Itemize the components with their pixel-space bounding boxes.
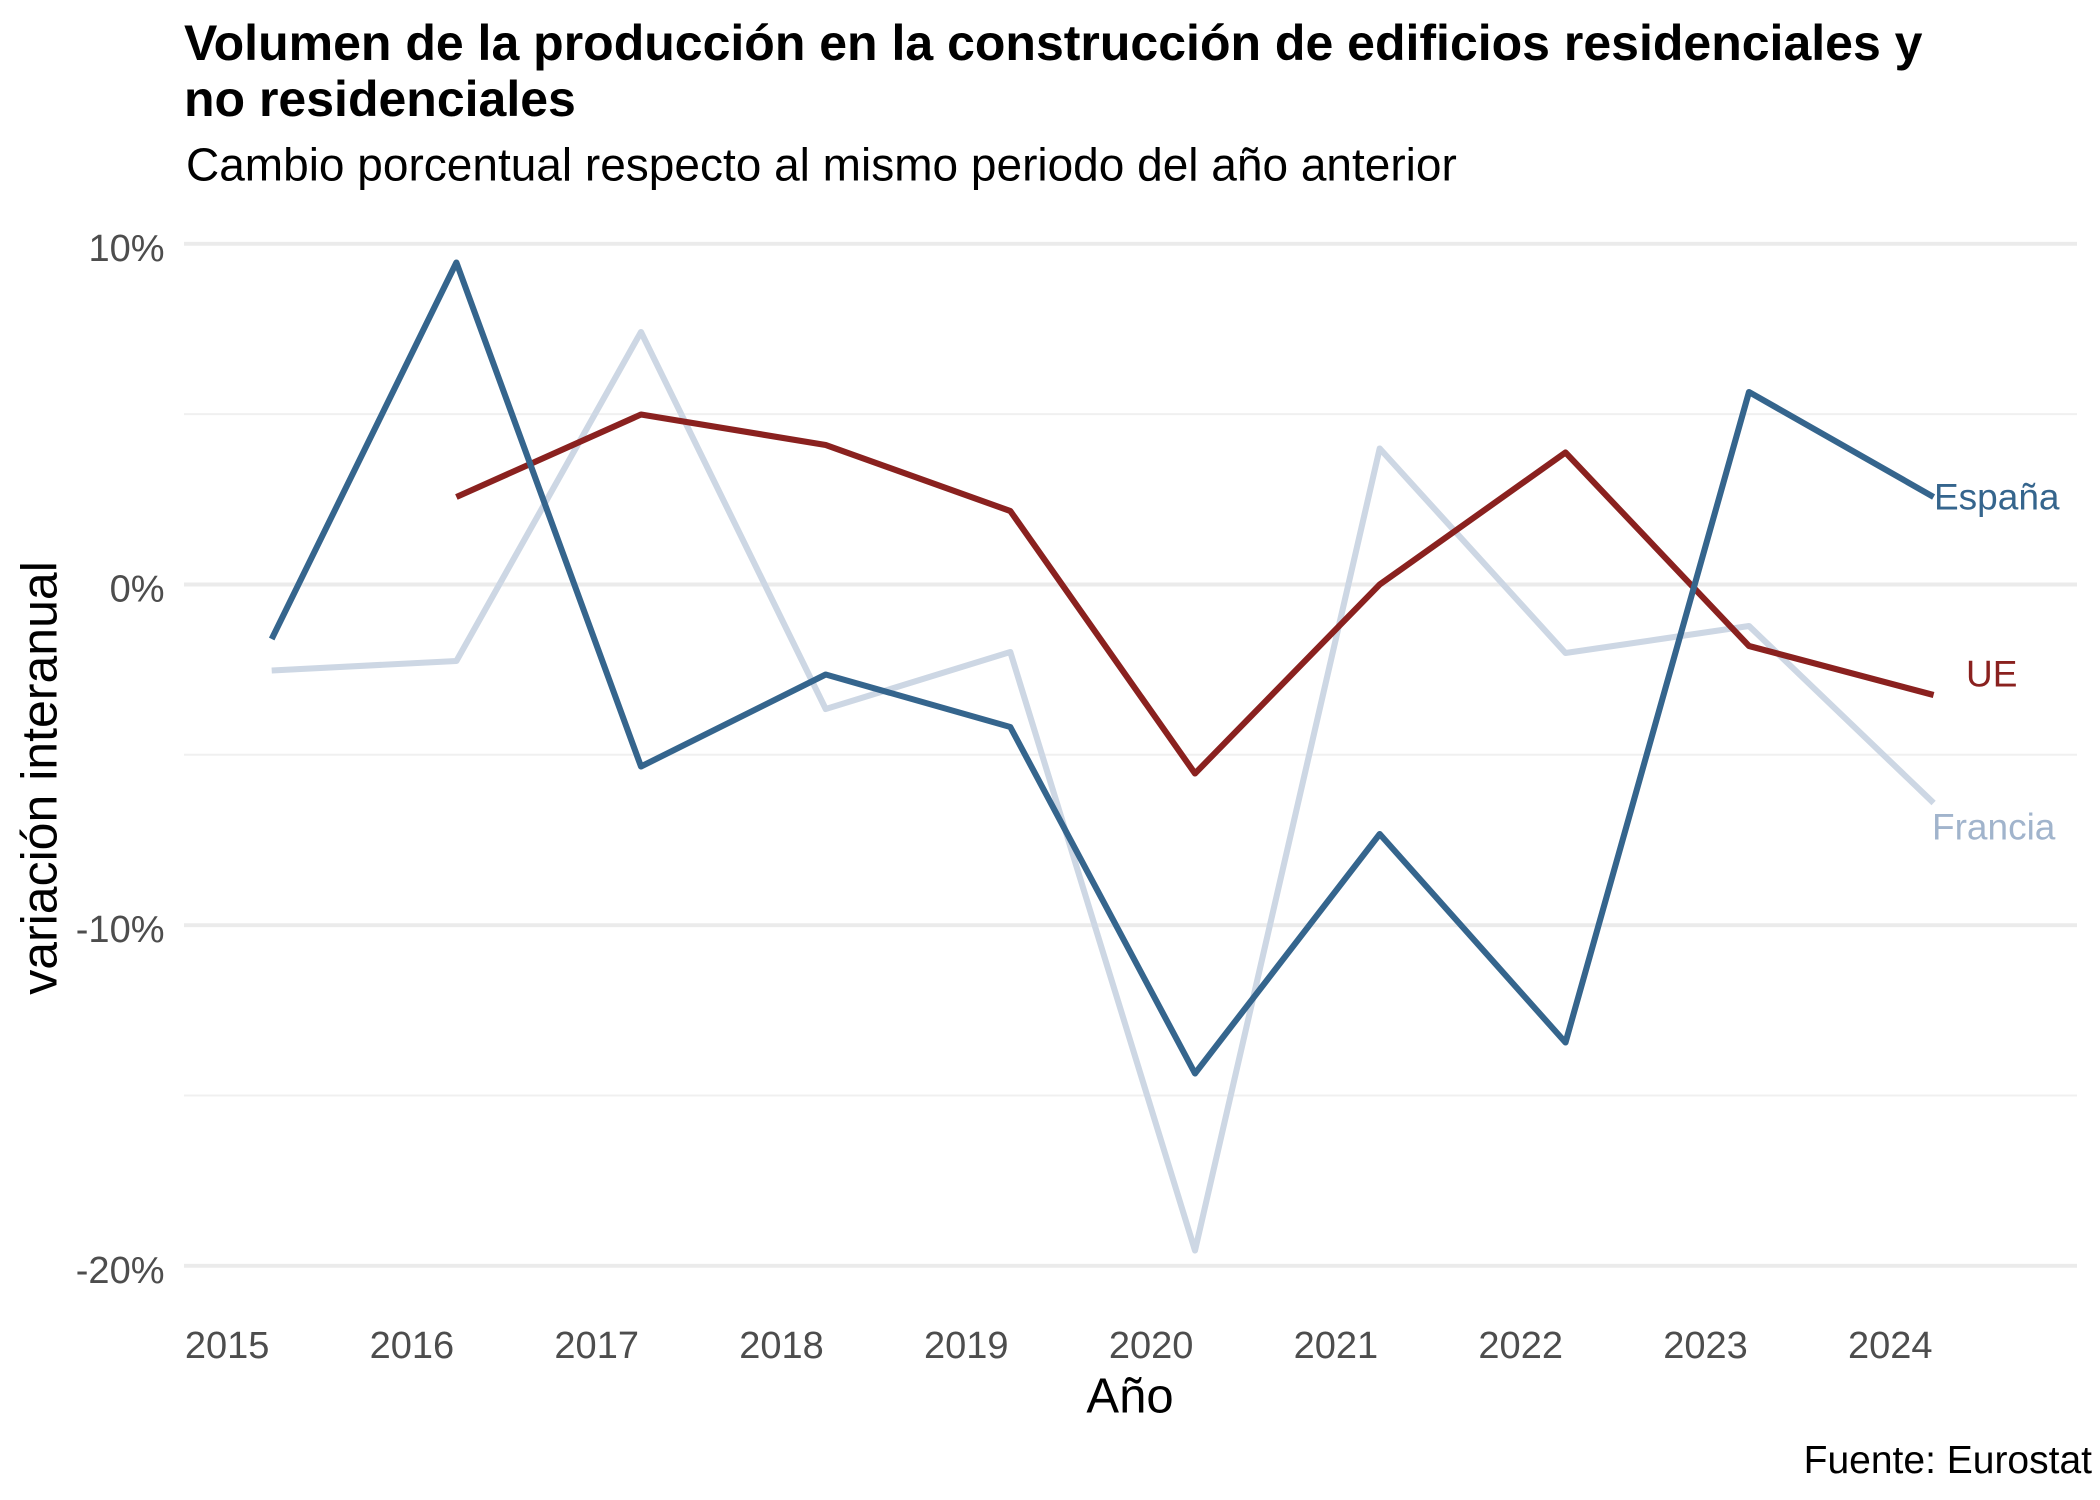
svg-text:-20%: -20% [76, 1250, 165, 1292]
svg-text:2022: 2022 [1478, 1325, 1563, 1367]
svg-text:10%: 10% [88, 228, 164, 270]
svg-text:Volumen de la producción en la: Volumen de la producción en la construcc… [184, 15, 1923, 71]
svg-text:2024: 2024 [1848, 1325, 1933, 1367]
svg-text:0%: 0% [110, 569, 165, 611]
svg-text:2018: 2018 [739, 1325, 824, 1367]
svg-text:Cambio porcentual respecto al: Cambio porcentual respecto al mismo peri… [186, 139, 1457, 191]
svg-text:Año: Año [1086, 1370, 1173, 1424]
svg-text:2023: 2023 [1663, 1325, 1748, 1367]
svg-text:2019: 2019 [924, 1325, 1009, 1367]
svg-text:2016: 2016 [370, 1325, 455, 1367]
svg-text:UE: UE [1966, 654, 2017, 695]
svg-text:2017: 2017 [554, 1325, 639, 1367]
svg-text:Fuente: Eurostat: Fuente: Eurostat [1804, 1439, 2092, 1482]
svg-text:variación interanual: variación interanual [12, 561, 68, 995]
svg-text:no residenciales: no residenciales [184, 71, 576, 127]
svg-text:2015: 2015 [185, 1325, 270, 1367]
svg-text:2021: 2021 [1294, 1325, 1379, 1367]
svg-text:Francia: Francia [1932, 807, 2056, 848]
svg-text:2020: 2020 [1109, 1325, 1194, 1367]
svg-text:España: España [1934, 476, 2060, 517]
svg-text:-10%: -10% [76, 909, 165, 951]
